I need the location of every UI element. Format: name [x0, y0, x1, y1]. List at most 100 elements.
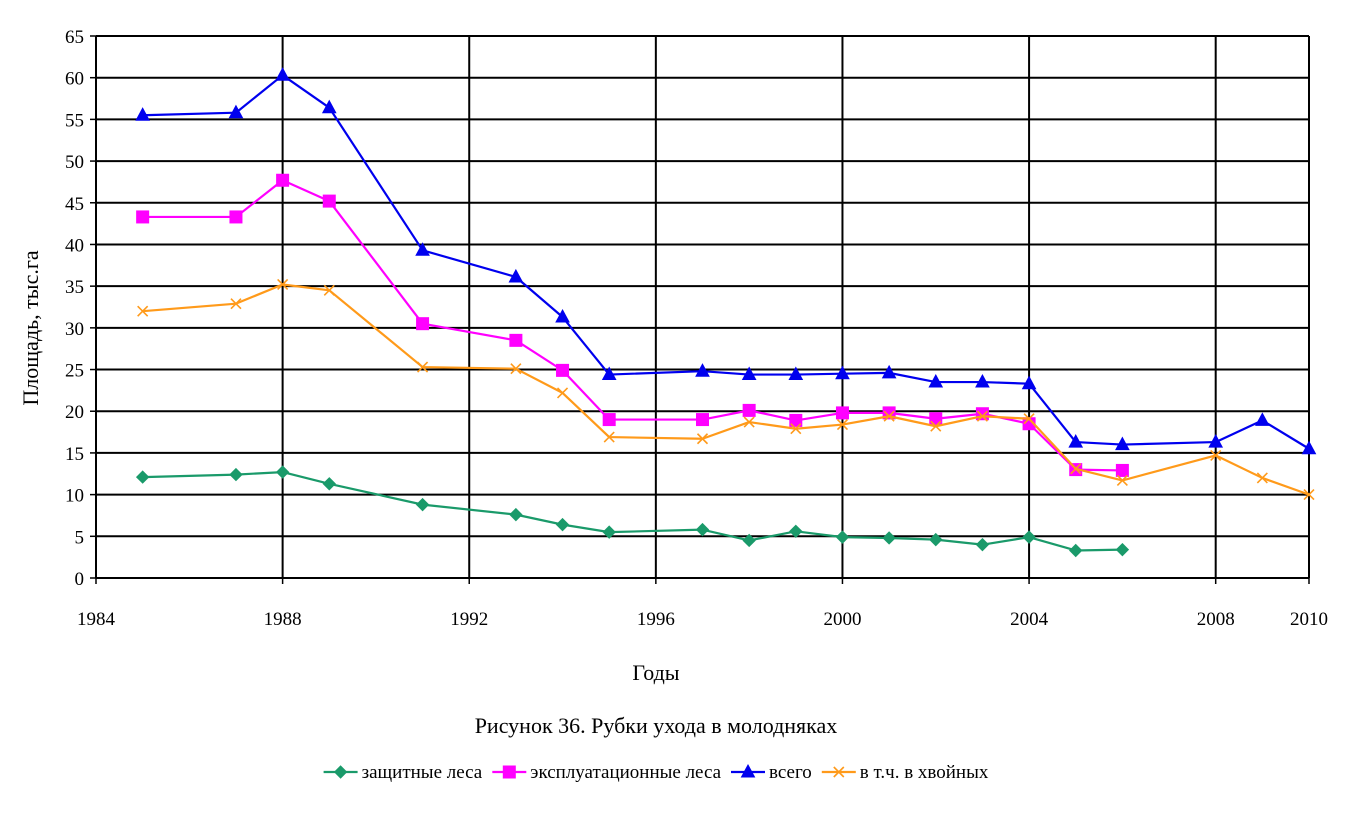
series-1: [136, 173, 1129, 477]
y-tick-label: 30: [65, 319, 84, 340]
legend: защитные леса эксплуатационные леса всего в…: [323, 762, 989, 783]
data-point: [743, 416, 755, 428]
data-point: [322, 477, 336, 491]
data-point: [930, 420, 942, 432]
data-point: [976, 410, 988, 422]
data-point: [790, 423, 802, 435]
data-point: [1021, 375, 1037, 390]
data-point: [556, 363, 570, 377]
data-point: [929, 532, 943, 547]
data-point: [788, 366, 804, 381]
y-tick-label: 10: [65, 486, 84, 507]
data-point: [1070, 463, 1082, 475]
data-point: [603, 431, 615, 443]
data-point: [1068, 434, 1084, 448]
series-2: [135, 67, 1317, 455]
data-point: [556, 387, 569, 399]
y-tick-label: 15: [65, 444, 84, 465]
data-point: [417, 361, 429, 373]
series-line: [142, 283, 1310, 496]
data-point: [601, 366, 617, 381]
data-point: [1069, 543, 1083, 558]
chart-caption: Рисунок 36. Рубки ухода в молодняках: [475, 713, 838, 738]
series-3: [137, 278, 1315, 501]
series-layer: [135, 67, 1317, 558]
data-point: [135, 470, 150, 484]
series-line: [142, 179, 1123, 472]
data-point: [789, 524, 803, 539]
data-point: [836, 419, 849, 431]
data-point: [1115, 463, 1129, 477]
data-point: [415, 242, 430, 256]
data-point: [275, 465, 290, 479]
data-point: [276, 173, 290, 187]
data-point: [416, 317, 430, 331]
y-tick-label: 60: [65, 69, 84, 90]
y-tick-label: 0: [75, 569, 85, 590]
data-point: [696, 413, 709, 427]
x-tick-label: 2010: [1290, 609, 1328, 630]
data-point: [695, 363, 710, 377]
data-point: [883, 410, 895, 422]
y-tick-label: 45: [65, 194, 84, 215]
data-point: [509, 333, 523, 347]
data-point: [1115, 542, 1130, 557]
x-tick-label: 1992: [450, 609, 488, 630]
series-line: [142, 471, 1123, 552]
data-point: [229, 210, 243, 224]
data-point: [509, 507, 523, 522]
legend-marker: [333, 765, 348, 779]
y-tick-label: 35: [65, 277, 84, 298]
data-point: [835, 365, 850, 380]
data-point: [695, 522, 710, 537]
x-axis-title: Годы: [632, 660, 679, 685]
y-tick-label: 65: [65, 27, 84, 48]
data-point: [742, 533, 756, 548]
data-point: [1022, 530, 1036, 544]
x-tick-label: 2000: [823, 609, 861, 630]
legend-item: защитные леса: [323, 762, 483, 783]
axis-layer: 0 5 10 15 20 25 30 35 40 45 50 55 60 65 1984 1988 1992 19…: [65, 27, 1328, 630]
data-point: [975, 373, 990, 388]
x-tick-label: 2004: [1010, 609, 1049, 630]
series-0: [135, 465, 1130, 558]
data-point: [789, 413, 803, 427]
data-point: [323, 284, 335, 296]
data-point: [835, 530, 850, 544]
data-point: [322, 194, 336, 208]
data-point: [881, 364, 897, 379]
data-point: [975, 537, 990, 552]
legend-label: в т.ч. в хвойных: [860, 762, 989, 783]
data-point: [415, 497, 430, 512]
data-point: [1256, 472, 1268, 484]
data-point: [137, 305, 149, 317]
data-point: [275, 67, 290, 81]
data-point: [741, 366, 757, 381]
y-axis-title: Площадь, тыс.га: [18, 250, 43, 405]
data-point: [928, 373, 944, 388]
data-point: [230, 298, 242, 310]
data-point: [1303, 489, 1315, 501]
data-point: [135, 107, 150, 121]
y-tick-label: 25: [65, 361, 84, 382]
legend-label: эксплуатационные леса: [530, 762, 721, 783]
x-tick-label: 2008: [1197, 609, 1235, 630]
data-point: [929, 412, 943, 426]
data-point: [1301, 440, 1317, 455]
data-point: [229, 467, 243, 482]
data-point: [1255, 412, 1270, 426]
y-tick-label: 50: [65, 152, 84, 173]
legend-item: всего: [731, 762, 812, 783]
y-tick-label: 5: [75, 527, 85, 548]
legend-item: эксплуатационные леса: [492, 762, 722, 783]
legend-marker: [833, 766, 845, 778]
data-point: [1210, 449, 1222, 461]
data-point: [742, 403, 756, 417]
data-point: [602, 525, 616, 539]
grid-layer: [96, 35, 1310, 578]
y-tick-label: 20: [65, 402, 84, 423]
data-point: [228, 104, 244, 119]
data-point: [510, 363, 522, 375]
